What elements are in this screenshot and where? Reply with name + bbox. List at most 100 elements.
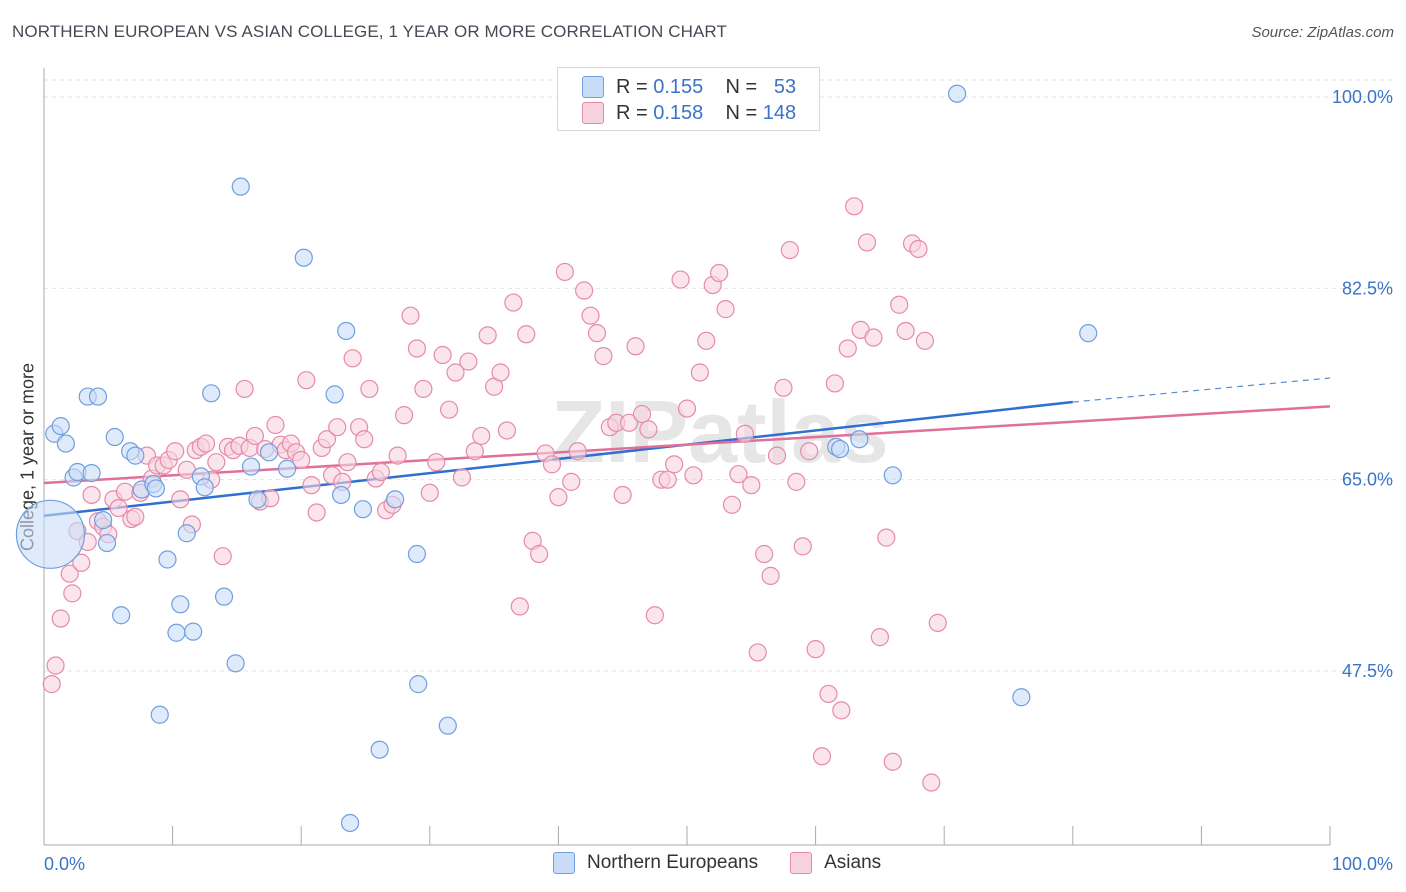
asians-point xyxy=(292,450,311,470)
asians-point xyxy=(568,442,587,461)
asians-point xyxy=(433,345,452,365)
x-tick-label: 100.0% xyxy=(1332,854,1393,874)
asians-point xyxy=(767,446,787,465)
data-points xyxy=(15,84,1098,833)
northern-europeans-point xyxy=(830,439,850,459)
asians-point xyxy=(401,306,420,325)
asians-point xyxy=(60,564,79,583)
northern-europeans-point xyxy=(294,248,313,267)
legend-item-northern-europeans[interactable]: Northern Europeans xyxy=(553,852,758,874)
asians-point xyxy=(394,406,414,425)
source-label: Source: ZipAtlas.com xyxy=(1251,24,1394,41)
legend-swatch-pink xyxy=(582,102,604,124)
r-label: R = xyxy=(616,75,648,98)
northern-europeans-point xyxy=(231,177,250,196)
asians-point xyxy=(909,239,928,259)
asians-point xyxy=(915,331,935,350)
northern-europeans-point xyxy=(277,459,297,478)
asians-point xyxy=(307,503,326,522)
northern-europeans-point xyxy=(1079,324,1098,343)
gridlines xyxy=(44,79,1392,672)
northern-europeans-point xyxy=(370,740,389,759)
northern-europeans-point xyxy=(171,595,190,614)
asians-point xyxy=(716,300,735,319)
asians-point xyxy=(213,547,232,566)
asians-point xyxy=(371,462,391,482)
asians-point xyxy=(800,442,819,461)
asians-point xyxy=(665,455,684,474)
asians-point xyxy=(581,306,600,325)
asians-point xyxy=(684,466,703,485)
asians-point xyxy=(639,420,658,439)
asians-point xyxy=(388,446,407,465)
asians-point xyxy=(504,293,523,312)
asians-point xyxy=(427,453,446,472)
northern-europeans-point xyxy=(340,813,360,833)
asians-point xyxy=(465,442,484,461)
legend-swatch-blue xyxy=(553,852,575,874)
asians-point xyxy=(439,400,459,419)
northern-europeans-point xyxy=(337,321,356,341)
asians-point xyxy=(613,485,632,505)
asians-point xyxy=(864,328,883,347)
asians-point xyxy=(343,349,362,368)
asians-point xyxy=(510,597,529,616)
asians-point xyxy=(761,566,780,585)
northern-europeans-point xyxy=(883,466,902,485)
asians-point xyxy=(671,270,690,289)
asians-point xyxy=(360,379,379,399)
asians-point xyxy=(883,752,902,771)
asians-point xyxy=(126,507,145,526)
northern-europeans-point xyxy=(259,443,279,462)
northern-europeans-point xyxy=(248,490,267,509)
legend-label-northern-europeans: Northern Europeans xyxy=(587,852,759,873)
asians-point xyxy=(755,544,774,564)
asians-point xyxy=(420,483,439,502)
asians-point xyxy=(877,528,896,547)
northern-europeans-trend-extension xyxy=(1072,377,1331,403)
northern-europeans-point xyxy=(105,427,124,447)
asians-point xyxy=(845,197,864,216)
asians-point xyxy=(677,399,697,418)
asians-point xyxy=(245,426,265,446)
asians-point xyxy=(302,476,321,495)
northern-europeans-point xyxy=(226,654,245,673)
asians-point xyxy=(459,352,478,371)
asians-point xyxy=(338,453,357,472)
asians-point xyxy=(690,363,709,382)
legend-swatch-pink xyxy=(790,852,813,874)
chart-title: NORTHERN EUROPEAN VS ASIAN COLLEGE, 1 YE… xyxy=(12,22,727,41)
asians-point xyxy=(620,413,639,432)
northern-europeans-point xyxy=(325,385,344,404)
asians-point xyxy=(806,640,825,659)
northern-europeans-point xyxy=(385,490,405,509)
asians-point xyxy=(632,404,652,424)
legend-swatch-blue xyxy=(582,76,604,98)
northern-europeans-point xyxy=(150,705,169,724)
y-tick-label: 100.0% xyxy=(1332,87,1393,107)
northern-europeans-point xyxy=(214,587,234,606)
northern-europeans-point xyxy=(407,544,427,564)
asians-point xyxy=(472,426,491,446)
asians-point xyxy=(626,337,645,356)
asians-point xyxy=(46,656,65,675)
asians-point xyxy=(722,495,742,514)
asians-point xyxy=(235,379,254,399)
asians-point xyxy=(742,476,761,495)
northern-europeans-point xyxy=(438,716,457,735)
asians-point xyxy=(812,747,832,766)
asians-point xyxy=(774,378,793,397)
northern-europeans-point xyxy=(947,84,967,103)
asians-point xyxy=(857,233,877,252)
asians-point xyxy=(819,684,838,704)
asians-point xyxy=(542,455,562,474)
asians-point xyxy=(109,498,128,518)
asians-point xyxy=(735,424,754,443)
northern-europeans-point xyxy=(15,499,86,569)
r-value-northern: 0.155 xyxy=(653,75,704,98)
stats-legend: R = 0.155 N = 53 R = 0.158 N = 148 xyxy=(557,67,820,131)
legend-item-asians[interactable]: Asians xyxy=(790,852,881,874)
asians-point xyxy=(697,331,716,350)
asians-point xyxy=(729,465,748,484)
asians-point xyxy=(832,701,851,720)
